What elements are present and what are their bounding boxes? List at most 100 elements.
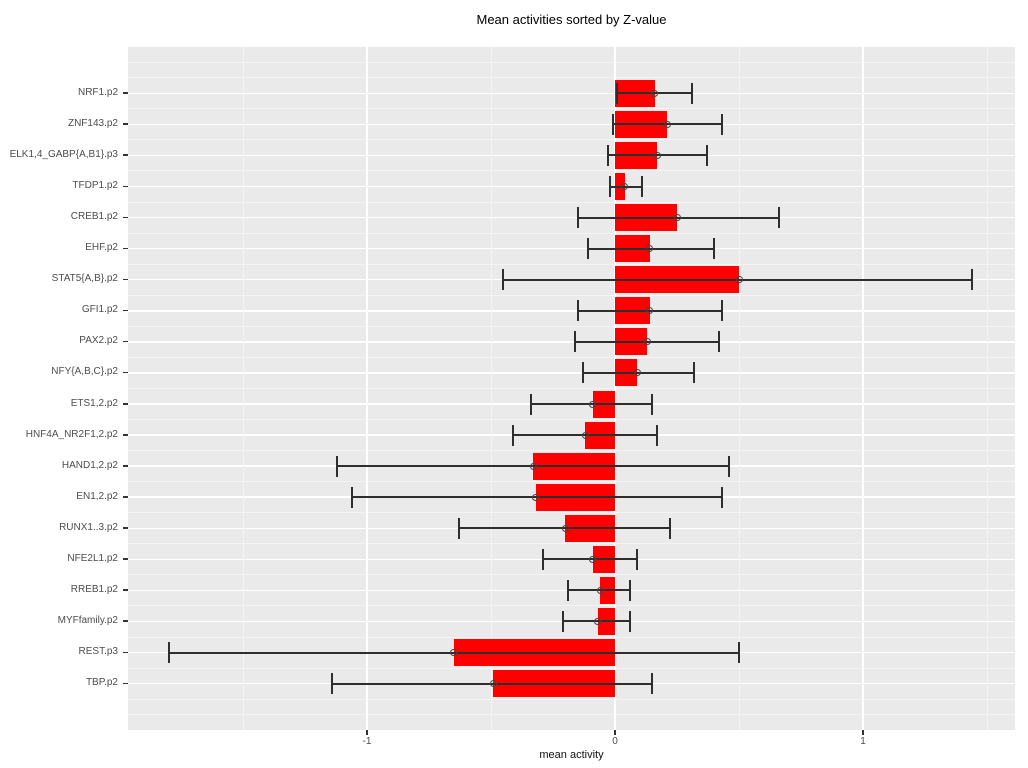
gridline-major-horizontal (128, 310, 1015, 312)
error-bar-cap (713, 238, 716, 260)
gridline-major-horizontal (128, 216, 1015, 219)
error-bar-cap (616, 82, 619, 104)
gridline-minor-horizontal (128, 77, 1015, 79)
gridline-minor-horizontal (128, 543, 1015, 545)
data-point (594, 617, 602, 625)
y-axis-label: NRF1.p2 (77, 86, 118, 98)
gridline-minor-horizontal (128, 170, 1015, 172)
data-point (529, 462, 537, 470)
y-axis-tick (123, 123, 128, 125)
error-bar-cap (628, 579, 631, 601)
gridline-minor-vertical (986, 47, 988, 730)
gridline-minor-horizontal (128, 356, 1015, 358)
error-bar-cap (690, 82, 693, 104)
x-axis-tick (614, 730, 616, 735)
y-axis-label: PAX2.p2 (79, 335, 118, 347)
gridline-minor-horizontal (128, 263, 1015, 265)
y-axis-label: NFE2L1.p2 (67, 552, 118, 564)
error-bar-cap (720, 486, 723, 508)
error-bar-cap (693, 362, 696, 384)
y-axis-label: RUNX1..3.p2 (59, 521, 118, 533)
data-point (532, 493, 540, 501)
y-axis-tick (123, 651, 128, 654)
error-bar-cap (576, 207, 579, 229)
gridline-minor-horizontal (128, 139, 1015, 141)
y-axis-label: HAND1,2.p2 (61, 459, 118, 471)
y-axis-label: TFDP1.p2 (72, 180, 118, 191)
x-axis-tick-label: 0 (612, 736, 618, 747)
gridline-minor-horizontal (128, 512, 1015, 514)
error-bar-cap (457, 517, 460, 539)
data-point (589, 400, 597, 408)
gridline-minor-horizontal (128, 201, 1015, 203)
gridline-minor-horizontal (128, 108, 1015, 110)
gridline-major-vertical (614, 47, 616, 730)
gridline-major-vertical (862, 47, 864, 730)
y-axis-tick (123, 465, 128, 467)
error-bar-cap (576, 300, 579, 322)
x-axis-tick (366, 730, 368, 735)
y-axis-tick (123, 216, 128, 219)
error-bar-cap (718, 331, 721, 353)
y-axis-tick (123, 496, 128, 498)
gridline-minor-vertical (242, 47, 244, 730)
error-bar-cap (738, 642, 740, 664)
gridline-minor-horizontal (128, 667, 1015, 669)
plot-panel (128, 47, 1015, 730)
error-bar-cap (561, 610, 564, 632)
error-bar-cap (566, 579, 569, 601)
gridline-minor-vertical (490, 47, 492, 730)
data-point (735, 276, 743, 284)
gridline-minor-horizontal (128, 481, 1015, 483)
y-axis-label: EHF.p2 (85, 242, 118, 254)
gridline-major-horizontal (128, 123, 1015, 126)
y-axis-tick (123, 558, 128, 560)
gridline-minor-horizontal (128, 419, 1015, 421)
error-bar-cap (586, 238, 589, 260)
error-bar-cap (656, 424, 659, 446)
gridline-major-horizontal (128, 372, 1015, 374)
gridline-major-horizontal (128, 154, 1015, 157)
y-axis-tick (123, 589, 128, 591)
y-axis-label: ZNF143.p2 (67, 117, 118, 129)
data-point (651, 89, 659, 97)
data-point (646, 307, 654, 315)
error-bar-cap (167, 642, 170, 664)
data-point (621, 183, 629, 190)
error-bar-cap (581, 362, 584, 384)
data-point (646, 245, 654, 253)
error-bar-cap (611, 113, 614, 135)
data-point (673, 214, 681, 222)
gridline-minor-horizontal (128, 574, 1015, 576)
y-axis-label: CREB1.p2 (70, 211, 118, 223)
data-point (633, 369, 641, 377)
error-bar-cap (651, 673, 654, 695)
chart-title: Mean activities sorted by Z-value (476, 12, 667, 27)
error-bar-cap (720, 300, 723, 322)
error-bar-cap (628, 610, 631, 632)
data-point (561, 524, 569, 532)
error-bar-cap (606, 144, 609, 166)
gridline-major-horizontal (128, 341, 1015, 343)
y-axis-tick (123, 154, 128, 156)
gridline-minor-horizontal (128, 232, 1015, 234)
y-axis-tick (123, 247, 128, 250)
data-point (663, 120, 671, 128)
error-bar-cap (720, 113, 723, 135)
error-bar-cap (668, 517, 671, 539)
data-point (643, 338, 651, 346)
error-bar-cap (351, 486, 354, 508)
data-point (653, 151, 661, 159)
y-axis-label: MYFfamily.p2 (57, 614, 118, 626)
error-bar-cap (651, 393, 654, 415)
error-bar-cap (609, 176, 612, 197)
gridline-minor-horizontal (128, 698, 1015, 700)
y-axis-tick (123, 309, 128, 312)
x-axis-tick-label: 1 (860, 736, 866, 747)
y-axis-tick (123, 185, 128, 187)
error-bar-cap (542, 548, 545, 570)
y-axis-tick (123, 527, 128, 529)
gridline-minor-horizontal (128, 294, 1015, 296)
gridline-major-horizontal (128, 247, 1015, 250)
y-axis-tick (123, 434, 128, 436)
